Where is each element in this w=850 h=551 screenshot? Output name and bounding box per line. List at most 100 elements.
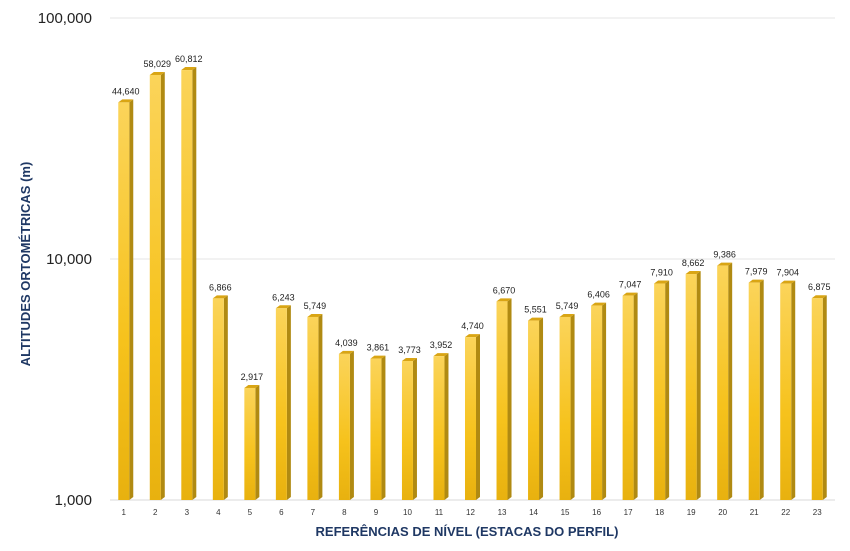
bar: [307, 313, 323, 500]
bar-top: [528, 317, 544, 321]
x-tick-label: 20: [718, 508, 727, 517]
bar-front: [149, 74, 161, 500]
bar: [338, 350, 354, 500]
bar-side: [444, 353, 449, 500]
bar-front: [685, 274, 697, 500]
bar: [118, 99, 134, 500]
bar: [212, 295, 228, 500]
bar-top: [748, 279, 764, 283]
bar-side: [286, 305, 291, 500]
bar-front: [370, 358, 382, 500]
bar-front: [748, 282, 760, 500]
bar-side: [318, 313, 323, 500]
bar: [528, 317, 544, 500]
bar-top: [559, 313, 575, 317]
x-tick-label: 19: [687, 508, 696, 517]
data-label: 6,866: [209, 282, 232, 292]
data-label: 3,773: [398, 345, 421, 355]
x-tick-label: 17: [624, 508, 633, 517]
bar-side: [476, 334, 480, 500]
bar: [433, 353, 449, 500]
bar-front: [654, 283, 666, 500]
bar-top: [118, 99, 134, 103]
x-tick-label: 8: [342, 508, 347, 517]
x-axis-title: REFERÊNCIAS DE NÍVEL (ESTACAS DO PERFIL): [316, 524, 619, 539]
bar-side: [822, 295, 827, 500]
data-label: 6,243: [272, 292, 295, 302]
bar-front: [496, 301, 508, 500]
bar-top: [465, 334, 480, 338]
bar-front: [528, 320, 540, 500]
bar: [717, 262, 733, 500]
bar-side: [412, 358, 417, 500]
y-tick-label: 100,000: [38, 10, 92, 27]
bar-side: [696, 271, 701, 500]
bar-side: [381, 355, 386, 500]
bar-front: [244, 387, 256, 500]
data-label: 58,029: [144, 59, 172, 69]
x-tick-label: 15: [561, 508, 570, 517]
data-label: 4,740: [461, 321, 484, 331]
data-label: 5,551: [524, 305, 547, 315]
bar-top: [338, 350, 354, 354]
x-tick-label: 3: [185, 508, 190, 517]
data-label: 5,749: [304, 301, 327, 311]
data-label: 9,386: [713, 250, 736, 260]
data-label: 8,662: [682, 258, 705, 268]
bar-top: [307, 313, 323, 317]
x-tick-label: 5: [248, 508, 253, 517]
bar-side: [507, 298, 512, 500]
data-label: 6,875: [808, 282, 831, 292]
data-label: 7,910: [650, 268, 673, 278]
bar-front: [811, 298, 823, 500]
y-tick-label: 10,000: [46, 251, 92, 268]
bar-front: [622, 295, 634, 500]
bar-top: [685, 271, 701, 275]
bar-side: [759, 279, 764, 500]
x-tick-label: 6: [279, 508, 284, 517]
bar-side: [728, 262, 733, 500]
x-tick-label: 18: [655, 508, 664, 517]
data-label: 7,904: [776, 268, 799, 278]
bar: [591, 302, 607, 500]
bar-side: [665, 280, 670, 500]
x-tick-label: 16: [592, 508, 601, 517]
bar-side: [570, 313, 575, 500]
bar-top: [622, 292, 638, 296]
bar-front: [591, 305, 603, 500]
x-tick-label: 10: [403, 508, 412, 517]
y-axis-title: ALTITUDES ORTOMÉTRICAS (m): [18, 162, 33, 367]
bar: [496, 298, 512, 500]
bar-top: [591, 302, 607, 306]
bar-front: [275, 308, 287, 500]
x-tick-label: 4: [216, 508, 221, 517]
data-label: 60,812: [175, 54, 203, 64]
bar: [149, 71, 165, 500]
bar-top: [496, 298, 512, 302]
bar-front: [118, 102, 130, 500]
bar-front: [307, 316, 319, 500]
data-label: 44,640: [112, 86, 140, 96]
x-tick-label: 23: [813, 508, 822, 517]
bar: [685, 271, 701, 500]
bar-front: [559, 316, 571, 500]
data-label: 2,917: [241, 372, 264, 382]
x-tick-label: 12: [466, 508, 475, 517]
bar: [465, 334, 480, 500]
bar-side: [129, 99, 134, 500]
bar-top: [370, 355, 386, 359]
bar-side: [349, 350, 354, 500]
bar-front: [433, 356, 445, 500]
x-axis-ticks: 1 2 3 4 5 6 7 8 9 10 11 12 13 14 15 16 17 18 19 20 21 22 23: [122, 508, 823, 517]
bar-side: [791, 280, 796, 500]
bar: [370, 355, 386, 500]
bar: [401, 358, 417, 500]
bar-top: [275, 305, 291, 309]
x-tick-label: 13: [498, 508, 507, 517]
bar-front: [338, 353, 350, 500]
bars: 44,640 58,029 60,812 6,866 2,917 6,243 5,749 4,…: [112, 54, 831, 500]
bar: [780, 280, 796, 500]
bar-front: [181, 70, 193, 500]
bar: [811, 295, 827, 500]
